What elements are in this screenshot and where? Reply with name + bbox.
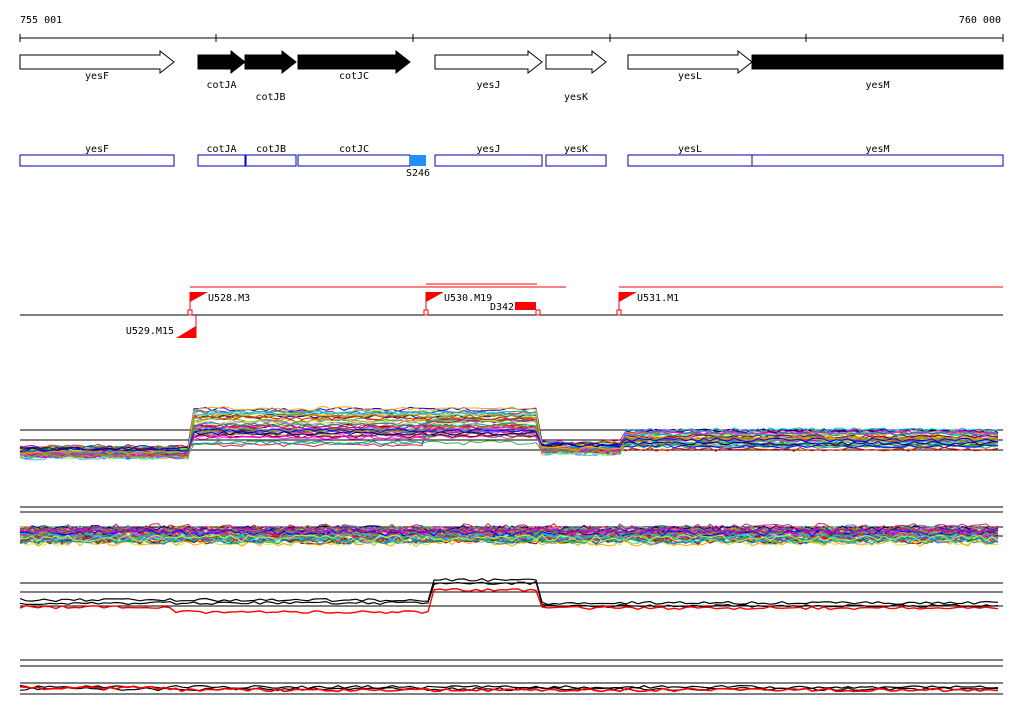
tu-label: U530.M19 <box>444 293 492 304</box>
expression-profile-line <box>19 580 999 609</box>
feature-marker-box[interactable] <box>410 155 426 166</box>
gene-label-cotjc: cotJC <box>339 71 369 82</box>
tu-flag-icon <box>426 292 444 302</box>
gene-arrow-cotjc[interactable] <box>297 49 411 75</box>
expression-profile-line <box>19 684 999 690</box>
tu-label: U528.M3 <box>208 293 250 304</box>
gene-arrow-cotja[interactable] <box>197 49 246 75</box>
expression-panel-lower-multi <box>19 506 1003 548</box>
tu-flag-icon <box>619 292 637 302</box>
gene-arrow-track: yesF cotJA cotJB cotJC yesJ yesK yesL yesM <box>19 49 1004 103</box>
gene-label-cotja: cotJA <box>206 80 236 91</box>
gene-label-yesf: yesF <box>85 71 109 82</box>
gene-box-label-cotja: cotJA <box>206 144 236 155</box>
expression-profile-line <box>19 410 999 453</box>
gene-box-yesf[interactable] <box>19 154 175 167</box>
gene-arrow-yesk[interactable] <box>545 49 607 75</box>
gene-box-label-cotjc: cotJC <box>339 144 369 155</box>
expression-profile-line <box>19 526 999 536</box>
gene-box-label-yesm: yesM <box>865 144 889 155</box>
tu-start-marker <box>616 309 622 316</box>
expression-profile-line <box>19 532 999 541</box>
expression-panel-lower-selected <box>19 659 1003 695</box>
transcription-unit-u529-m15[interactable]: U529.M15 <box>126 315 197 338</box>
transcription-unit-u530-m19[interactable]: U530.M19 <box>423 292 492 316</box>
expression-profile-line <box>19 578 999 606</box>
expression-panel-upper-multi <box>19 406 1003 461</box>
terminator-label: D342 <box>490 302 514 313</box>
gene-arrow-yesm[interactable] <box>751 54 1004 70</box>
gene-arrow-yesf[interactable] <box>19 49 175 75</box>
tu-start-marker <box>423 309 429 316</box>
expression-panel-upper-selected <box>19 578 1003 615</box>
transcription-unit-u528-m3[interactable]: U528.M3 <box>187 292 250 316</box>
transcription-unit-u531-m1[interactable]: U531.M1 <box>616 292 679 316</box>
gene-label-yesk: yesK <box>564 92 588 103</box>
expression-profile-line <box>19 428 999 452</box>
gene-label-yesm: yesM <box>865 80 889 91</box>
gene-arrow-yesl[interactable] <box>627 49 753 75</box>
tu-flag-icon <box>176 326 196 338</box>
transcription-unit-track: U528.M3 U529.M15 U530.M19 U531.M1 D342 <box>20 283 1003 338</box>
gene-label-yesj: yesJ <box>476 80 500 91</box>
terminator-box[interactable] <box>515 302 536 310</box>
tu-end-marker <box>535 309 541 316</box>
gene-box-cotjb[interactable] <box>245 154 297 167</box>
expression-profile-line <box>19 536 999 545</box>
gene-box-track: yesF cotJA cotJB cotJC yesJ yesK yesL yesM <box>19 144 1004 167</box>
expression-profile-line <box>19 406 999 455</box>
tu-label: U529.M15 <box>126 326 174 337</box>
gene-box-cotjc[interactable] <box>297 154 411 167</box>
gene-box-label-yesk: yesK <box>564 144 588 155</box>
gene-arrow-yesj[interactable] <box>434 49 543 75</box>
expression-profile-line <box>19 427 999 458</box>
gene-box-yesl[interactable] <box>627 154 753 167</box>
tu-flag-icon <box>190 292 208 302</box>
expression-profile-line <box>19 418 999 456</box>
coordinate-ruler: 755 001 760 000 <box>19 15 1004 42</box>
ruler-ticks <box>19 34 1004 42</box>
expression-profile-line <box>19 528 999 538</box>
gene-label-yesl: yesL <box>678 71 702 82</box>
ruler-end-label: 760 000 <box>959 15 1001 26</box>
expression-profile-line <box>19 534 999 543</box>
expression-profile-line <box>19 685 999 693</box>
gene-box-yesk[interactable] <box>545 154 607 167</box>
expression-profile-line <box>19 525 999 535</box>
gene-arrow-cotjb[interactable] <box>244 49 297 75</box>
gene-box-yesj[interactable] <box>434 154 543 167</box>
gene-box-yesm[interactable] <box>751 154 1004 167</box>
gene-box-cotja[interactable] <box>197 154 246 167</box>
gene-label-cotjb: cotJB <box>255 92 285 103</box>
gene-box-label-cotjb: cotJB <box>256 144 286 155</box>
ruler-start-label: 755 001 <box>20 15 62 26</box>
tu-start-marker <box>187 309 193 316</box>
expression-profile-line <box>19 537 999 547</box>
feature-marker-label: S246 <box>406 168 430 179</box>
expression-profile-line <box>19 588 999 615</box>
tu-label: U531.M1 <box>637 293 679 304</box>
gene-box-label-yesf: yesF <box>85 144 109 155</box>
gene-box-label-yesj: yesJ <box>476 144 500 155</box>
gene-box-label-yesl: yesL <box>678 144 702 155</box>
expression-profile-line <box>19 424 999 458</box>
